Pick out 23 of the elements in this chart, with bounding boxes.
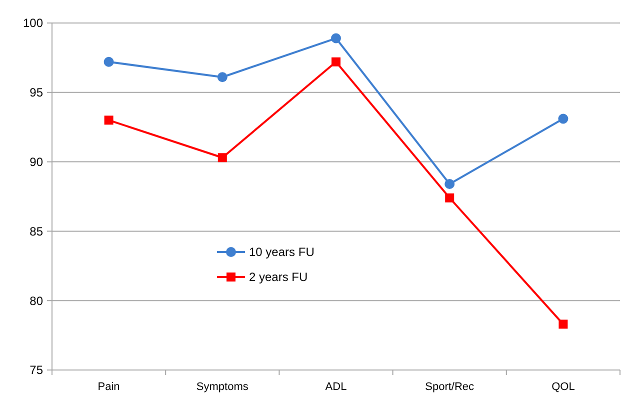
y-tick-label: 80 bbox=[30, 294, 44, 308]
x-tick-label: Sport/Rec bbox=[425, 381, 475, 393]
point bbox=[445, 193, 454, 202]
y-tick-label: 90 bbox=[30, 155, 44, 169]
point bbox=[558, 320, 568, 329]
y-tick-label: 85 bbox=[30, 224, 44, 238]
point bbox=[331, 33, 341, 44]
point bbox=[444, 179, 455, 190]
x-tick-label: Symptoms bbox=[196, 381, 249, 393]
legend-label: 2 years FU bbox=[249, 270, 308, 284]
point bbox=[217, 72, 228, 82]
x-tick-label: QOL bbox=[552, 381, 575, 393]
x-tick-label: ADL bbox=[325, 381, 347, 393]
point bbox=[218, 153, 227, 162]
point bbox=[104, 116, 114, 125]
legend-label: 10 years FU bbox=[249, 245, 314, 260]
y-tick-label: 100 bbox=[22, 16, 44, 30]
y-tick-label: 95 bbox=[30, 86, 44, 100]
point bbox=[558, 114, 568, 124]
point bbox=[332, 57, 340, 66]
point bbox=[104, 56, 114, 67]
x-tick-label: Pain bbox=[98, 381, 120, 393]
y-tick-label: 75 bbox=[30, 363, 44, 378]
